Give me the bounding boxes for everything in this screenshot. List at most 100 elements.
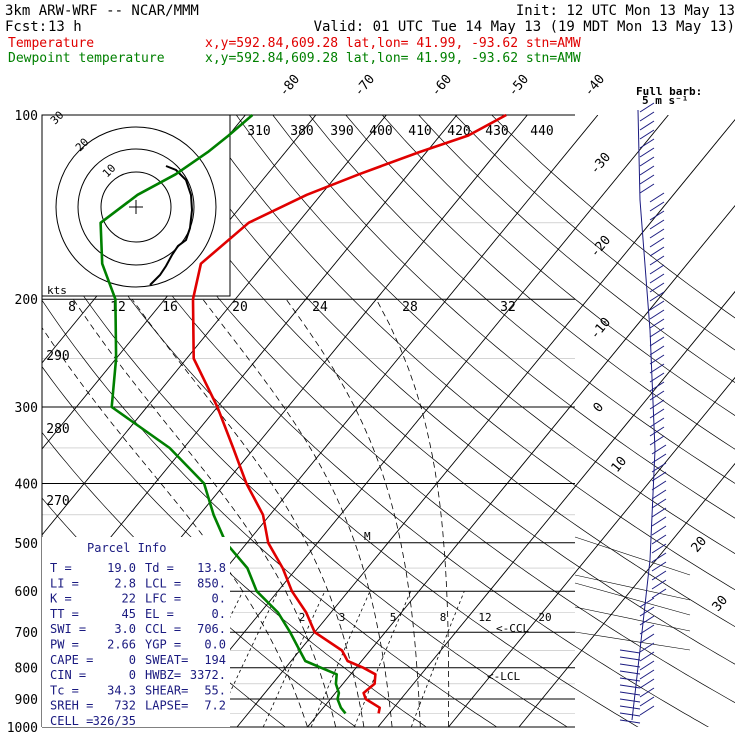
theta-label: 400 bbox=[369, 124, 392, 139]
hodograph-ring bbox=[55, 126, 217, 288]
wind-barb bbox=[619, 698, 641, 703]
wind-barb bbox=[639, 678, 655, 689]
parcel-row-label: CAPE = bbox=[50, 653, 93, 667]
dry-adiabat-line bbox=[42, 162, 639, 727]
wind-barb bbox=[649, 390, 665, 401]
wind-barb bbox=[649, 228, 665, 239]
wind-barb bbox=[639, 156, 655, 167]
parcel-row-label: TT = bbox=[50, 607, 79, 621]
parcel-row-label: CCL = bbox=[145, 622, 181, 636]
parcel-row-value: 0 bbox=[129, 653, 136, 667]
wind-barb bbox=[639, 651, 655, 662]
wind-barb bbox=[651, 471, 667, 482]
speed-axis-label: 32 bbox=[500, 300, 516, 315]
isotherm-label: 10 bbox=[609, 454, 631, 476]
speed-axis-label: 24 bbox=[312, 300, 328, 315]
theta-label: 290 bbox=[46, 349, 69, 364]
speed-axis-label: 8 bbox=[68, 300, 76, 315]
wind-barb bbox=[651, 525, 667, 536]
theta-label: 390 bbox=[330, 124, 353, 139]
isotherm-label: -80 bbox=[277, 72, 304, 100]
mixing-ratio-line bbox=[353, 591, 412, 727]
wind-barb bbox=[649, 237, 665, 248]
extension-line bbox=[574, 574, 691, 601]
model-title: 3km ARW-WRF -- NCAR/MMM bbox=[5, 3, 199, 19]
wind-barb bbox=[639, 687, 655, 698]
legend-dewpoint-name: Dewpoint temperature bbox=[8, 51, 165, 66]
wind-barb bbox=[651, 516, 667, 527]
parcel-row-label: SWI = bbox=[50, 622, 86, 636]
wind-barb bbox=[639, 111, 655, 122]
parcel-row-label: CELL = bbox=[50, 714, 93, 728]
parcel-row-label: LFC = bbox=[145, 592, 181, 606]
dry-adiabat-line bbox=[42, 299, 498, 727]
parcel-info-title: Parcel Info bbox=[87, 541, 166, 555]
dry-adiabat-line bbox=[272, 115, 735, 519]
mixing-ratio-label: 12 bbox=[478, 611, 491, 624]
isotherm-line bbox=[377, 290, 735, 727]
pressure-label: 600 bbox=[15, 585, 38, 600]
wind-barb bbox=[639, 696, 655, 707]
wind-barb bbox=[651, 507, 667, 518]
wind-barb bbox=[649, 354, 665, 365]
wind-barb bbox=[619, 712, 641, 717]
isotherm-line bbox=[236, 118, 735, 727]
isotherm-label: 0 bbox=[591, 400, 608, 416]
fcst-label: Fcst: bbox=[5, 19, 47, 35]
dry-adiabat-line bbox=[163, 115, 735, 628]
barb-title: Full barb: bbox=[636, 85, 702, 98]
pressure-label: 800 bbox=[15, 662, 38, 677]
pressure-label: 400 bbox=[15, 477, 38, 492]
speed-axis-label: 28 bbox=[402, 300, 418, 315]
parcel-row-label: LI = bbox=[50, 576, 79, 590]
parcel-row-label: SWEAT= bbox=[145, 653, 188, 667]
parcel-row-value: 850. bbox=[197, 576, 226, 590]
wind-barb bbox=[649, 417, 665, 428]
wind-barb bbox=[651, 498, 667, 509]
isotherm-line bbox=[448, 376, 735, 727]
wind-barb bbox=[649, 246, 665, 257]
isotherm-line bbox=[307, 204, 735, 727]
wind-barb bbox=[639, 120, 655, 131]
wind-barb bbox=[649, 219, 665, 230]
wind-barb bbox=[639, 102, 655, 113]
parcel-row-label: LCL = bbox=[145, 576, 181, 590]
wind-barb bbox=[619, 663, 641, 668]
dry-adiabat-line bbox=[345, 115, 735, 450]
isotherm-line bbox=[166, 115, 669, 727]
pressure-label: 500 bbox=[15, 537, 38, 552]
theta-label: 430 bbox=[485, 124, 508, 139]
annotation-label: <-LCL bbox=[487, 670, 520, 683]
parcel-row-value: 2.8 bbox=[114, 576, 136, 590]
isotherm-label: 30 bbox=[710, 593, 732, 615]
moist-adiabat-line bbox=[375, 299, 450, 727]
parcel-row-value: 732 bbox=[114, 699, 136, 713]
pressure-label: 100 bbox=[15, 109, 38, 124]
barb-staff bbox=[631, 109, 656, 721]
mixing-ratio-line bbox=[410, 591, 465, 727]
wind-barb bbox=[651, 570, 667, 581]
legend-dewpoint-info: x,y=592.84,609.28 lat,lon= 41.99, -93.62… bbox=[205, 51, 581, 66]
wind-barb bbox=[649, 408, 665, 419]
wind-barb bbox=[639, 183, 655, 194]
pressure-label: 200 bbox=[15, 293, 38, 308]
annotation-label: M bbox=[364, 530, 371, 543]
wind-barb bbox=[651, 579, 667, 590]
wind-barb bbox=[651, 480, 667, 491]
dry-adiabat-line bbox=[199, 115, 735, 591]
parcel-row-value: 0. bbox=[212, 607, 226, 621]
wind-barb bbox=[639, 129, 655, 140]
mixing-ratio-label: 2 bbox=[299, 611, 306, 624]
isotherm-line bbox=[518, 462, 735, 727]
mixing-ratio-line bbox=[262, 591, 326, 727]
parcel-row-label: Tc = bbox=[50, 683, 79, 697]
parcel-row-value: 3.0 bbox=[114, 622, 136, 636]
theta-label: 380 bbox=[290, 124, 313, 139]
moist-adiabat-line bbox=[131, 298, 365, 727]
wind-barb bbox=[639, 606, 655, 617]
parcel-row-value: 0.0 bbox=[204, 638, 226, 652]
wind-barb bbox=[619, 670, 641, 675]
wind-barb bbox=[649, 399, 665, 410]
parcel-row-value: 194 bbox=[204, 653, 226, 667]
hodograph-trace bbox=[149, 165, 194, 286]
